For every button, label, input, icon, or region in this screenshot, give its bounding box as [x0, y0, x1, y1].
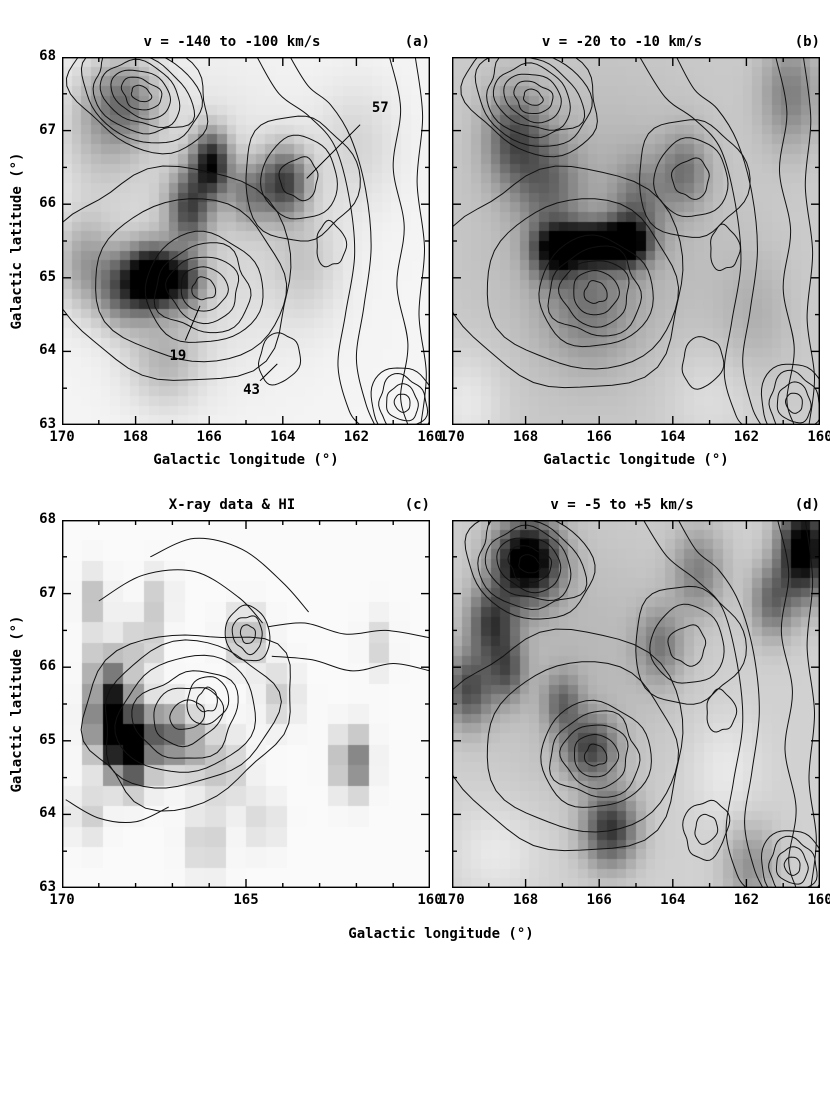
- panel-c-ytick-63: 63: [39, 879, 56, 895]
- panel-c-plot: [62, 520, 430, 888]
- panel-b-plot: [452, 57, 820, 425]
- panel-b-xtick-162: 162: [733, 429, 760, 445]
- panel-a-annotation-19: 19: [169, 348, 186, 364]
- panel-c-heatmap: [62, 520, 430, 888]
- panel-b-contour-overlay: [452, 57, 820, 425]
- panel-d-xtick-170: 170: [439, 892, 465, 908]
- ylabel-bottom: Galactic latitude (°): [9, 615, 25, 793]
- panel-b-title: v = -20 to -10 km/s: [541, 34, 703, 50]
- panel-d-plot: [452, 520, 820, 888]
- xlabel-panel-a: Galactic longitude (°): [153, 452, 339, 468]
- panel-a-ytick-64: 64: [39, 342, 56, 359]
- panel-a-annotation-43: 43: [243, 382, 260, 398]
- panel-d-contour-overlay: [452, 520, 820, 888]
- panel-a-annotation-57: 57: [372, 100, 389, 116]
- panel-a-heatmap: [62, 57, 430, 425]
- panel-d: v = -5 to +5 km/s (d) 170 168 166 164 162 160: [439, 497, 830, 908]
- panel-c-ytick-65: 65: [39, 731, 56, 748]
- xlabel-bottom: Galactic longitude (°): [348, 926, 534, 942]
- panel-a-contour-overlay: 57 19 43: [62, 57, 430, 425]
- ylabel-top: Galactic latitude (°): [9, 152, 25, 330]
- panel-a-xtick-164: 164: [270, 429, 296, 445]
- panel-d-tag: (d): [794, 497, 820, 513]
- panel-c-ytick-67: 67: [39, 584, 56, 601]
- panel-a-ytick-65: 65: [39, 268, 56, 285]
- panel-b-xtick-166: 166: [586, 429, 612, 445]
- panel-c: X-ray data & HI (c) 170 165 160 68 67 66 65 64 6…: [39, 497, 443, 908]
- panel-d-xtick-166: 166: [586, 892, 612, 908]
- panel-b-tag: (b): [794, 34, 820, 50]
- panel-a-tag: (a): [404, 34, 430, 50]
- panel-c-contour-overlay: [62, 520, 430, 888]
- panel-c-xtick-170: 170: [49, 892, 75, 908]
- panel-a: v = -140 to -100 km/s (a) 57 19 43 170 168 1…: [39, 34, 443, 445]
- panel-a-ytick-66: 66: [39, 195, 56, 212]
- panel-c-title: X-ray data & HI: [168, 497, 296, 513]
- panel-c-ytick-64: 64: [39, 805, 56, 822]
- panel-a-xtick-166: 166: [196, 429, 222, 445]
- panel-a-ytick-67: 67: [39, 121, 56, 138]
- xlabel-panel-b: Galactic longitude (°): [543, 452, 729, 468]
- panel-c-tag: (c): [404, 497, 430, 513]
- panel-d-title: v = -5 to +5 km/s: [550, 497, 694, 513]
- panel-a-plot: 57 19 43: [62, 57, 430, 425]
- panel-a-title: v = -140 to -100 km/s: [143, 34, 321, 50]
- panel-a-ytick-63: 63: [39, 416, 56, 432]
- panel-c-xtick-165: 165: [233, 892, 259, 908]
- panel-b-xtick-168: 168: [512, 429, 539, 445]
- panel-b-xtick-170: 170: [439, 429, 465, 445]
- panel-a-xtick-162: 162: [343, 429, 370, 445]
- panel-d-xtick-162: 162: [733, 892, 760, 908]
- panel-a-xtick-170: 170: [49, 429, 75, 445]
- panel-a-ytick-68: 68: [39, 48, 56, 64]
- panel-d-heatmap: [452, 520, 820, 888]
- panel-b-xtick-160: 160: [807, 429, 830, 445]
- panel-b-heatmap: [452, 57, 820, 425]
- panel-d-xtick-164: 164: [660, 892, 686, 908]
- panel-d-xtick-160: 160: [807, 892, 830, 908]
- panel-a-xtick-160: 160: [417, 429, 443, 445]
- panel-c-ytick-68: 68: [39, 511, 56, 527]
- panel-c-ytick-66: 66: [39, 658, 56, 675]
- panel-b-xtick-164: 164: [660, 429, 686, 445]
- panel-b: v = -20 to -10 km/s (b) 170 168 166 164 162 1…: [439, 34, 830, 445]
- panel-a-xtick-168: 168: [122, 429, 149, 445]
- panel-c-xtick-160: 160: [417, 892, 443, 908]
- panel-d-xtick-168: 168: [512, 892, 539, 908]
